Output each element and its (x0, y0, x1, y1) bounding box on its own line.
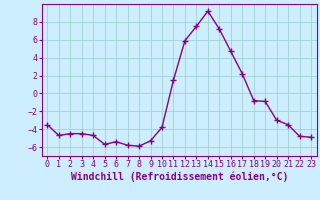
X-axis label: Windchill (Refroidissement éolien,°C): Windchill (Refroidissement éolien,°C) (70, 172, 288, 182)
